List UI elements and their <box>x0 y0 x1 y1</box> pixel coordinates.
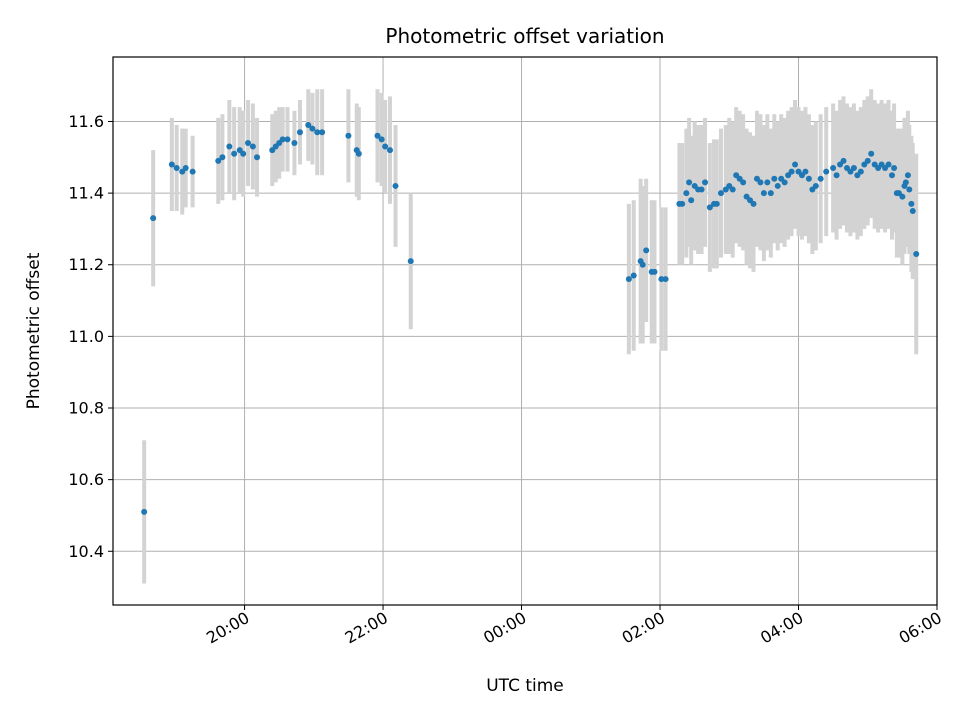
data-point <box>296 129 303 136</box>
y-tick-label: 10.4 <box>68 542 104 561</box>
data-point <box>314 129 321 136</box>
data-point <box>305 122 312 129</box>
data-point <box>189 168 196 175</box>
data-point <box>284 136 291 143</box>
data-point <box>291 139 298 146</box>
y-tick-label: 10.6 <box>68 470 104 489</box>
data-point <box>662 276 669 283</box>
data-point <box>279 136 286 143</box>
data-point <box>625 276 632 283</box>
data-point <box>767 190 774 197</box>
data-point <box>245 139 252 146</box>
data-point <box>345 132 352 139</box>
data-point <box>717 190 724 197</box>
data-point <box>781 179 788 186</box>
data-point <box>679 200 686 207</box>
data-point <box>688 197 695 204</box>
data-point <box>378 136 385 143</box>
data-point <box>909 208 916 215</box>
data-point <box>150 215 157 222</box>
data-points <box>141 122 920 515</box>
data-point <box>760 190 767 197</box>
data-point <box>802 168 809 175</box>
data-point <box>774 182 781 189</box>
data-point <box>182 165 189 172</box>
data-point <box>757 179 764 186</box>
chart-title: Photometric offset variation <box>385 24 664 48</box>
data-point <box>850 165 857 172</box>
data-point <box>805 175 812 182</box>
y-tick-label: 11.6 <box>68 112 104 131</box>
data-point <box>812 182 819 189</box>
data-point <box>857 168 864 175</box>
data-point <box>713 200 720 207</box>
data-point <box>173 165 180 172</box>
data-point <box>319 129 326 136</box>
data-point <box>864 157 871 164</box>
data-point <box>386 147 393 154</box>
y-tick-label: 11.2 <box>68 255 104 274</box>
x-axis-label: UTC time <box>486 676 564 696</box>
data-point <box>683 190 690 197</box>
data-point <box>830 165 837 172</box>
data-point <box>908 200 915 207</box>
data-point <box>902 179 909 186</box>
data-point <box>913 250 920 257</box>
data-point <box>706 204 713 211</box>
data-point <box>792 161 799 168</box>
data-point <box>823 168 830 175</box>
data-point <box>833 172 840 179</box>
data-point <box>374 132 381 139</box>
data-point <box>141 508 148 515</box>
data-point <box>658 276 665 283</box>
y-axis-ticks: 10.4 10.6 10.8 11.0 11.2 11.4 11.6 <box>68 112 113 561</box>
data-point <box>309 125 316 132</box>
data-point <box>817 175 824 182</box>
data-point <box>355 150 362 157</box>
data-point <box>764 179 771 186</box>
data-point <box>740 179 747 186</box>
data-point <box>891 165 898 172</box>
data-point <box>382 143 389 150</box>
data-point <box>899 193 906 200</box>
data-point <box>702 179 709 186</box>
y-tick-label: 11.4 <box>68 184 104 203</box>
y-axis-label: Photometric offset <box>24 252 44 409</box>
y-tick-label: 11.0 <box>68 327 104 346</box>
data-point <box>168 161 175 168</box>
data-point <box>392 182 399 189</box>
data-point <box>906 186 913 193</box>
data-point <box>254 154 261 161</box>
data-point <box>639 261 646 268</box>
data-point <box>771 175 778 182</box>
data-point <box>651 268 658 275</box>
data-point <box>888 172 895 179</box>
y-tick-label: 10.8 <box>68 399 104 418</box>
data-point <box>788 168 795 175</box>
data-point <box>240 150 247 157</box>
data-point <box>643 247 650 254</box>
data-point <box>885 161 892 168</box>
data-point <box>840 157 847 164</box>
data-point <box>249 143 256 150</box>
data-point <box>729 186 736 193</box>
data-point <box>686 179 693 186</box>
data-point <box>698 186 705 193</box>
data-point <box>630 272 637 279</box>
data-point <box>407 258 414 265</box>
data-point <box>868 150 875 157</box>
data-point <box>219 154 226 161</box>
data-point <box>750 200 757 207</box>
data-point <box>226 143 233 150</box>
plot-frame <box>112 56 938 606</box>
data-point <box>904 172 911 179</box>
data-point <box>215 157 222 164</box>
data-point <box>231 150 238 157</box>
